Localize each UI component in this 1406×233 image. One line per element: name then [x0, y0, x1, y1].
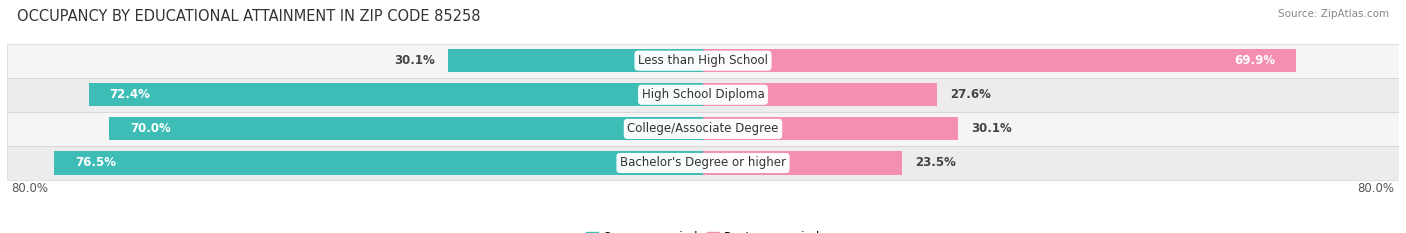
- Text: 30.1%: 30.1%: [972, 122, 1012, 135]
- Text: College/Associate Degree: College/Associate Degree: [627, 122, 779, 135]
- Text: High School Diploma: High School Diploma: [641, 88, 765, 101]
- Text: 70.0%: 70.0%: [131, 122, 172, 135]
- Bar: [703, 117, 959, 140]
- Bar: [703, 83, 938, 106]
- Bar: [53, 151, 703, 175]
- Text: Source: ZipAtlas.com: Source: ZipAtlas.com: [1278, 9, 1389, 19]
- Text: 23.5%: 23.5%: [915, 157, 956, 169]
- Bar: [7, 112, 1399, 146]
- Text: Less than High School: Less than High School: [638, 54, 768, 67]
- Text: 72.4%: 72.4%: [110, 88, 150, 101]
- Bar: [7, 44, 1399, 78]
- Bar: [703, 49, 1296, 72]
- Text: 76.5%: 76.5%: [75, 157, 115, 169]
- Text: Bachelor's Degree or higher: Bachelor's Degree or higher: [620, 157, 786, 169]
- Bar: [7, 146, 1399, 180]
- Bar: [7, 78, 1399, 112]
- Text: 30.1%: 30.1%: [394, 54, 434, 67]
- Legend: Owner-occupied, Renter-occupied: Owner-occupied, Renter-occupied: [581, 226, 825, 233]
- Text: 27.6%: 27.6%: [950, 88, 991, 101]
- Text: OCCUPANCY BY EDUCATIONAL ATTAINMENT IN ZIP CODE 85258: OCCUPANCY BY EDUCATIONAL ATTAINMENT IN Z…: [17, 9, 481, 24]
- Bar: [703, 151, 903, 175]
- Bar: [89, 83, 703, 106]
- Bar: [447, 49, 703, 72]
- Text: 80.0%: 80.0%: [11, 182, 48, 195]
- Text: 69.9%: 69.9%: [1234, 54, 1275, 67]
- Text: 80.0%: 80.0%: [1358, 182, 1395, 195]
- Bar: [108, 117, 703, 140]
